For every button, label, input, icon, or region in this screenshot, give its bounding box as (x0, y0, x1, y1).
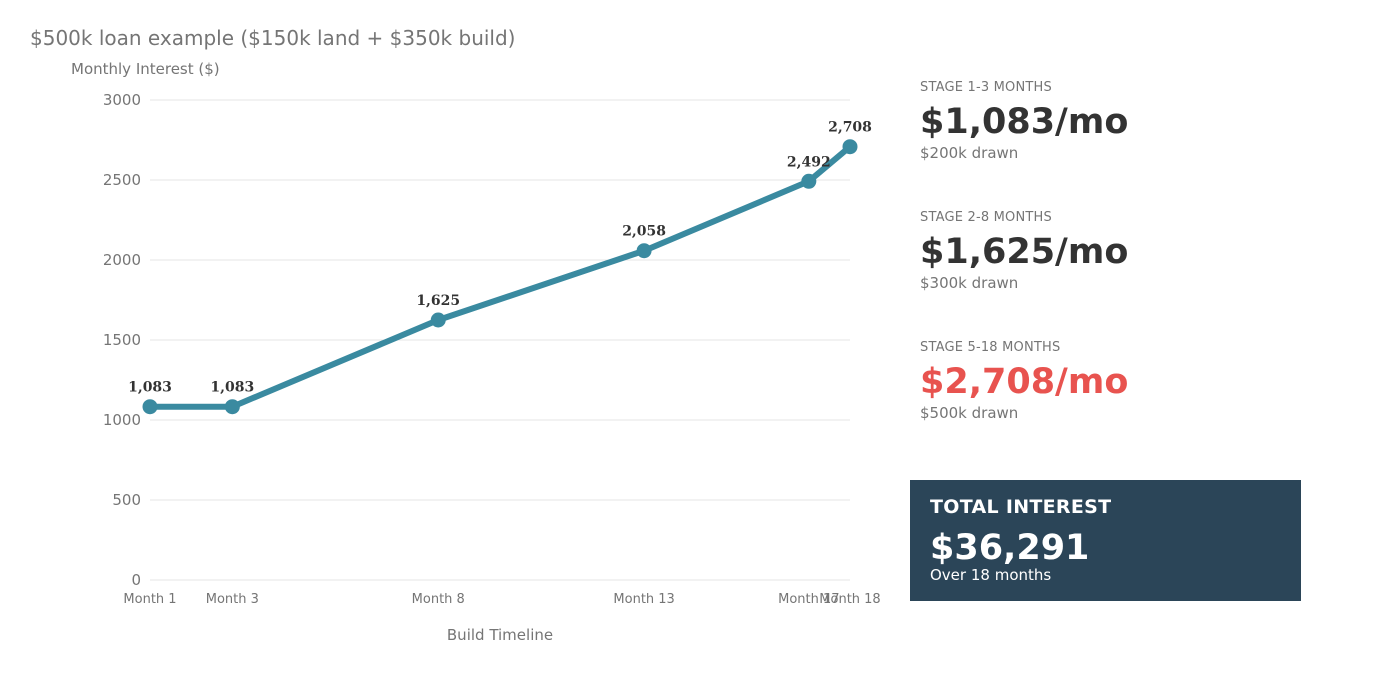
y-tick-label: 2000 (103, 251, 141, 269)
x-tick-label: Month 18 (819, 592, 880, 607)
stage-amount: $1,625/mo (920, 232, 1129, 272)
y-tick-label: 1500 (103, 331, 141, 349)
x-tick-label: Month 1 (123, 592, 176, 607)
stage-label: STAGE 2-8 MONTHS (920, 210, 1052, 225)
total-interest-panel: TOTAL INTEREST $36,291 Over 18 months (910, 480, 1301, 601)
y-tick-label: 500 (112, 491, 141, 509)
y-tick-label: 2500 (103, 171, 141, 189)
stage-label: STAGE 1-3 MONTHS (920, 80, 1052, 95)
data-point (224, 399, 240, 415)
total-interest-label: TOTAL INTEREST (930, 496, 1112, 518)
y-tick-label: 1000 (103, 411, 141, 429)
data-label: 1,625 (416, 293, 460, 309)
chart-title: $500k loan example ($150k land + $350k b… (30, 26, 516, 50)
data-label: 2,492 (787, 154, 831, 170)
x-axis-label: Build Timeline (447, 626, 553, 644)
stage-drawn: $500k drawn (920, 404, 1019, 423)
data-point (842, 139, 858, 155)
data-label: 2,708 (828, 120, 872, 136)
x-tick-label: Month 8 (412, 592, 465, 607)
total-interest-subtitle: Over 18 months (930, 566, 1052, 585)
data-point (142, 399, 158, 415)
stage-drawn: $300k drawn (920, 274, 1019, 293)
x-tick-label: Month 17 (778, 592, 839, 607)
stage-amount: $1,083/mo (920, 102, 1129, 142)
stage-amount-highlight: $2,708/mo (920, 362, 1129, 402)
stage-card-2: STAGE 2-8 MONTHS $1,625/mo $300k drawn (920, 210, 1128, 292)
stage-card-3: STAGE 5-18 MONTHS $2,708/mo $500k drawn (920, 340, 1128, 422)
data-label: 1,083 (128, 380, 172, 396)
y-axis-label: Monthly Interest ($) (71, 60, 220, 78)
y-tick-label: 0 (131, 571, 141, 589)
stage-card-1: STAGE 1-3 MONTHS $1,083/mo $200k drawn (920, 80, 1128, 162)
stage-drawn: $200k drawn (920, 144, 1019, 163)
x-tick-label: Month 3 (206, 592, 259, 607)
data-point (430, 312, 446, 328)
data-point (636, 243, 652, 259)
data-point (801, 173, 817, 189)
data-label: 1,083 (210, 380, 254, 396)
x-tick-label: Month 13 (613, 592, 674, 607)
data-label: 2,058 (622, 224, 666, 240)
line-chart: 0 500 1000 1500 2000 2500 3000 Monthly Interest… (71, 60, 881, 644)
total-interest-value: $36,291 (930, 528, 1090, 568)
series-line (147, 143, 853, 410)
y-tick-label: 3000 (103, 91, 141, 109)
stage-label: STAGE 5-18 MONTHS (920, 340, 1061, 355)
